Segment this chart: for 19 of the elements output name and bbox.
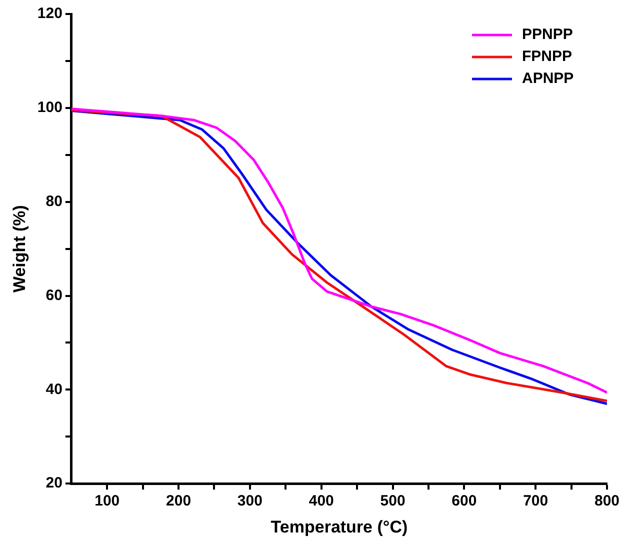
y-tick-label: 40 bbox=[46, 380, 62, 398]
x-tick-label: 100 bbox=[94, 492, 120, 510]
x-tick-label: 400 bbox=[308, 492, 334, 510]
y-tick-label: 20 bbox=[46, 474, 62, 492]
x-tick-label: 200 bbox=[166, 492, 192, 510]
y-tick-label: 60 bbox=[46, 286, 62, 304]
x-tick-label: 300 bbox=[237, 492, 262, 510]
x-tick-label: 800 bbox=[594, 492, 620, 510]
legend-label: FPNPP bbox=[522, 48, 572, 66]
x-tick-label: 700 bbox=[523, 492, 548, 510]
y-tick-label: 80 bbox=[46, 192, 62, 210]
y-axis-title: Weight (%) bbox=[10, 205, 29, 293]
x-axis-title: Temperature (°C) bbox=[270, 517, 408, 536]
legend-label: PPNPP bbox=[522, 26, 573, 44]
y-tick-label: 120 bbox=[37, 5, 62, 22]
x-tick-label: 500 bbox=[380, 492, 406, 510]
y-tick-label: 100 bbox=[37, 99, 62, 116]
legend-label: APNPP bbox=[522, 70, 574, 88]
x-tick-label: 600 bbox=[452, 492, 477, 510]
